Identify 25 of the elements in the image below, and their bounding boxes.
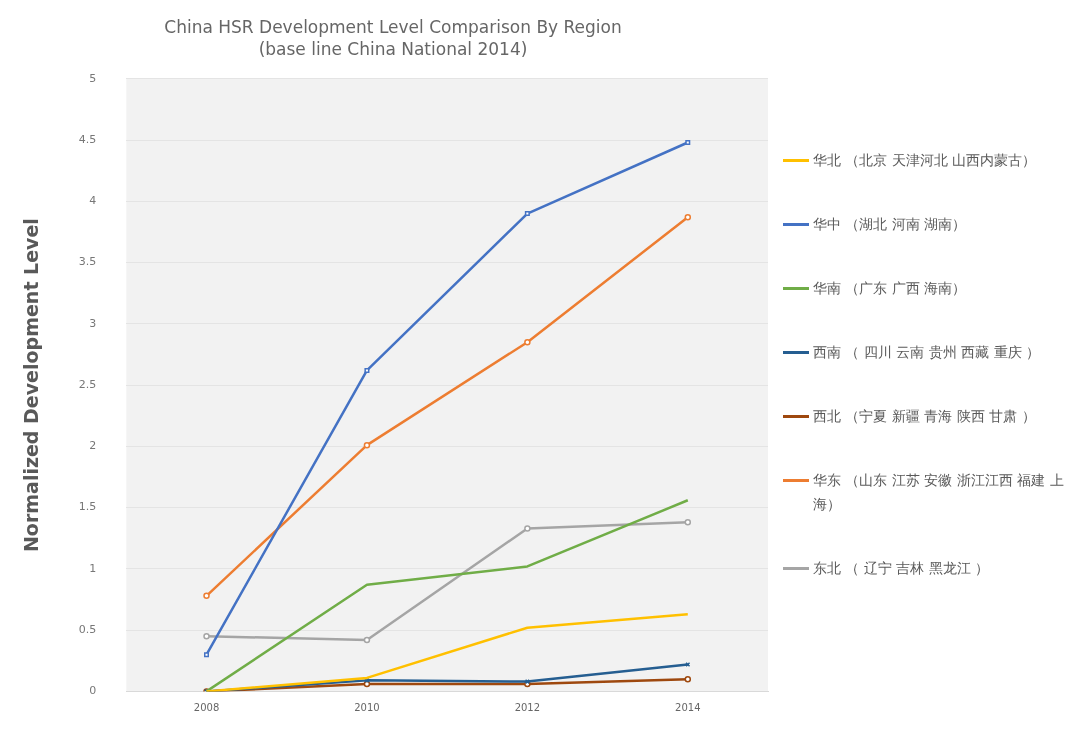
legend-label: 华南 （广东 广西 海南）	[813, 279, 967, 298]
x-tick-label: 2010	[354, 701, 380, 713]
chart-subtitle: (base line China National 2014)	[258, 39, 528, 60]
y-tick-label: 2.5	[78, 377, 97, 391]
x-tick-label: 2008	[193, 701, 220, 713]
x-tick-label: 2012	[514, 701, 541, 713]
y-tick-label: 4.5	[78, 132, 97, 146]
y-tick-label: 0	[89, 684, 97, 698]
legend-label: 华东 （山东 江苏 安徽 浙江江西 福建 上海）	[813, 471, 1065, 514]
chart-title: China HSR Development Level Comparison By Region	[164, 16, 622, 37]
y-tick-label: 0.5	[78, 623, 97, 636]
x-tick-label: 2014	[675, 701, 701, 713]
y-tick-label: 1	[89, 561, 97, 575]
y-tick-label: 3	[89, 316, 97, 330]
legend-label: 华中 （湖北 河南 湖南）	[813, 215, 967, 234]
y-tick-label: 5	[89, 71, 97, 85]
y-axis-title: Normalized Development Level	[20, 218, 43, 553]
legend-label: 西北 （宁夏 新疆 青海 陕西 甘肃 ）	[813, 407, 1036, 426]
y-tick-label: 4	[89, 194, 97, 208]
legend-label: 西南 （ 四川 云南 贵州 西藏 重庆 ）	[813, 343, 1041, 362]
legend-label: 华北 （北京 天津河北 山西内蒙古）	[813, 151, 1037, 170]
y-tick-label: 1.5	[78, 500, 97, 514]
y-tick-label: 3.5	[78, 255, 97, 269]
legend-label: 东北 （ 辽宁 吉林 黑龙江 ）	[813, 559, 990, 578]
y-tick-label: 2	[89, 439, 97, 453]
